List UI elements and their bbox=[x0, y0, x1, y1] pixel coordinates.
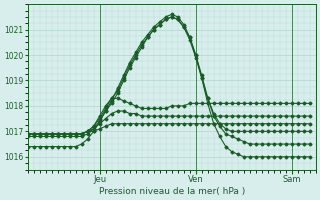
X-axis label: Pression niveau de la mer( hPa ): Pression niveau de la mer( hPa ) bbox=[99, 187, 245, 196]
